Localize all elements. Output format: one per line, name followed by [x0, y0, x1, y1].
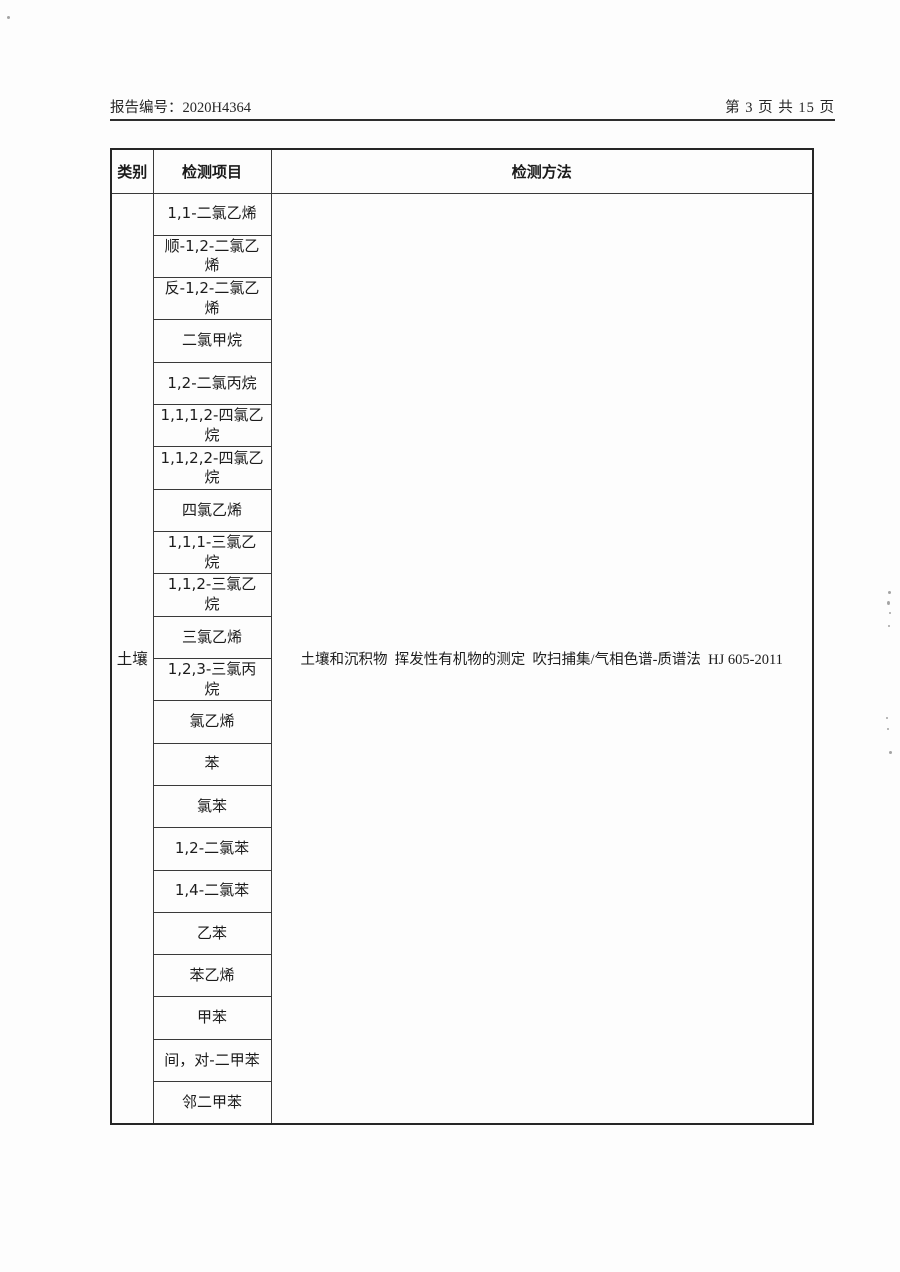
col-header-method: 检测方法: [270, 148, 814, 194]
scan-speck: [888, 625, 890, 627]
item-text: 氯乙烯: [189, 712, 235, 731]
table-row: 间，对-二甲苯: [111, 1038, 813, 1083]
item-text: 1,1,1,2-四氯乙烷: [160, 406, 264, 444]
item-text: 1,1,1-三氯乙烷: [167, 533, 257, 571]
item-cell: 氯乙烯: [152, 700, 272, 744]
item-text: 1,4-二氯苯: [174, 881, 250, 900]
item-cell: 1,1,2,2-四氯乙烷: [152, 446, 272, 490]
item-cell: 二氯甲烷: [152, 319, 272, 363]
table-row: 氯乙烯: [111, 700, 813, 744]
item-text: 苯: [204, 754, 220, 773]
table-row: 1,4-二氯苯: [111, 869, 813, 913]
item-text: 三氯乙烯: [181, 627, 242, 646]
item-cell: 四氯乙烯: [152, 488, 272, 533]
table-row: 1,1,1,2-四氯乙烷: [111, 404, 813, 448]
item-text: 顺-1,2-二氯乙烯: [164, 236, 260, 275]
table-row: 邻二甲苯: [111, 1081, 813, 1125]
item-cell: 苯: [152, 742, 272, 786]
page-indicator: 第 3 页 共 15 页: [725, 100, 835, 116]
item-text: 1,2-二氯丙烷: [167, 373, 257, 392]
category-cell: 土壤: [110, 192, 154, 1125]
item-cell: 1,2-二氯丙烷: [152, 361, 272, 406]
item-text: 1,1,2-三氯乙烷: [167, 575, 257, 613]
item-cell: 1,1,1-三氯乙烷: [152, 530, 272, 575]
table-row: 1,2-二氯丙烷: [111, 361, 813, 406]
item-cell: 1,1-二氯乙烯: [152, 192, 272, 236]
table-row: 1,1,2,2-四氯乙烷: [111, 446, 813, 490]
col-header-category: 类别: [110, 148, 154, 194]
item-cell: 1,2,3-三氯丙烷: [152, 657, 272, 702]
scan-speck: [887, 728, 889, 730]
item-cell: 1,2-二氯苯: [152, 827, 272, 871]
item-text: 四氯乙烯: [181, 500, 242, 519]
table-row: 二氯甲烷: [111, 319, 813, 363]
table-row: 苯乙烯: [111, 954, 813, 998]
item-text: 邻二甲苯: [181, 1092, 242, 1111]
item-text: 二氯甲烷: [181, 331, 242, 350]
scan-speck: [7, 16, 10, 19]
method-cell: 土壤和沉积物 挥发性有机物的测定 吹扫捕集/气相色谱-质谱法 HJ 605-20…: [270, 192, 814, 1125]
item-text: 间，对-二甲苯: [164, 1050, 260, 1069]
item-cell: 甲苯: [152, 996, 272, 1040]
item-text: 1,2,3-三氯丙烷: [167, 660, 257, 698]
item-cell: 乙苯: [152, 911, 272, 956]
table-row: 反-1,2-二氯乙烯: [111, 277, 813, 321]
item-cell: 氯苯: [152, 784, 272, 829]
table-row: 顺-1,2-二氯乙烯: [111, 234, 813, 279]
header-rule: [110, 119, 835, 121]
item-cell: 顺-1,2-二氯乙烯: [152, 234, 272, 279]
scan-speck: [889, 751, 892, 754]
item-cell: 苯乙烯: [152, 954, 272, 998]
scan-speck: [889, 612, 891, 614]
item-text: 1,1,2,2-四氯乙烷: [160, 448, 264, 487]
table-row: 苯: [111, 742, 813, 786]
table-row: 1,2,3-三氯丙烷: [111, 657, 813, 702]
table-row: 1,2-二氯苯: [111, 827, 813, 871]
item-cell: 反-1,2-二氯乙烯: [152, 277, 272, 321]
item-text: 氯苯: [196, 796, 227, 815]
table-row: 1,1,2-三氯乙烷: [111, 573, 813, 617]
scan-speck: [888, 591, 891, 594]
col-header-item: 检测项目: [152, 148, 272, 194]
table-header-row: 类别 检测项目 检测方法: [110, 148, 814, 194]
item-cell: 三氯乙烯: [152, 615, 272, 659]
item-text: 1,2-二氯苯: [174, 839, 250, 858]
table-row: 四氯乙烯: [111, 488, 813, 533]
item-cell: 邻二甲苯: [152, 1081, 272, 1125]
item-cell: 1,1,1,2-四氯乙烷: [152, 404, 272, 448]
page-header: 报告编号：2020H4364 第 3 页 共 15 页: [110, 96, 835, 117]
scan-speck: [886, 717, 888, 719]
item-text: 甲苯: [196, 1008, 227, 1027]
item-text: 乙苯: [196, 923, 227, 942]
item-cell: 1,4-二氯苯: [152, 869, 272, 913]
table-row: 土壤 1,1-二氯乙烯 土壤和沉积物 挥发性有机物的测定 吹扫捕集/气相色谱-质…: [110, 192, 814, 1125]
report-number: 报告编号：2020H4364: [110, 100, 251, 116]
table-row: 甲苯: [111, 996, 813, 1040]
item-text: 苯乙烯: [189, 966, 235, 985]
scan-speck: [887, 601, 890, 605]
item-text: 反-1,2-二氯乙烯: [164, 279, 260, 317]
item-cell: 1,1,2-三氯乙烷: [152, 573, 272, 617]
item-cell: 间，对-二甲苯: [152, 1038, 272, 1083]
table-row: 氯苯: [111, 784, 813, 829]
detection-method-table: 类别 检测项目 检测方法 土壤 1,1-二氯乙烯 土壤和沉积物 挥发性有机物的测…: [110, 148, 814, 1125]
item-text: 1,1-二氯乙烯: [167, 204, 257, 223]
